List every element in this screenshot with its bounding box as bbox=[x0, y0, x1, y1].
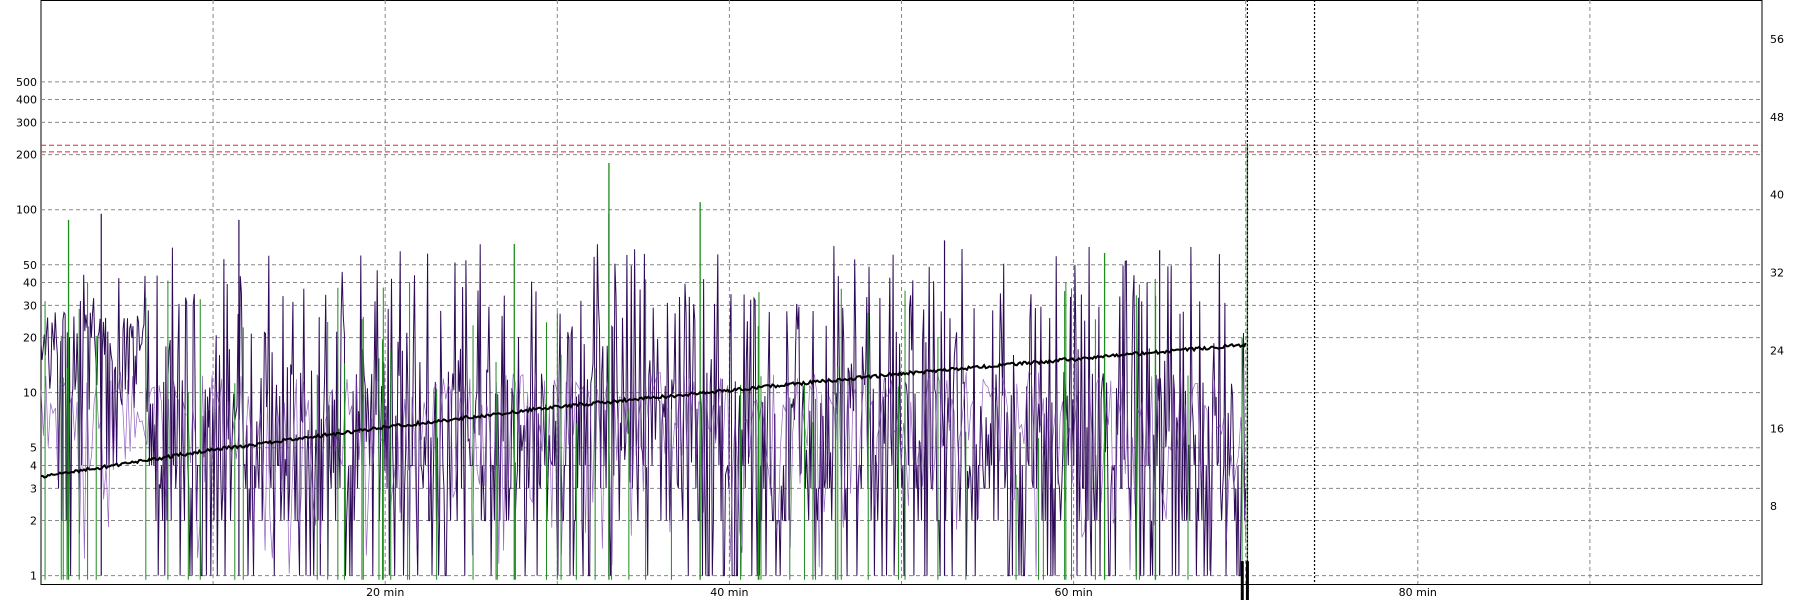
reference-lines-layer bbox=[41, 144, 1762, 153]
y-right-tick-label: 16 bbox=[1770, 422, 1784, 435]
y-left-tick-label: 200 bbox=[16, 149, 37, 162]
y-left-tick-label: 100 bbox=[16, 204, 37, 217]
x-tick-label: 60 min bbox=[1054, 586, 1092, 599]
trend-line bbox=[40, 342, 1247, 479]
series-layer bbox=[40, 143, 1249, 580]
axes-layer: 1 2 3 4 5 10 20 30 40 50 100 200 300 400 500 8 16 24 32 40 4… bbox=[16, 33, 1784, 599]
y-right-tick-label: 8 bbox=[1770, 500, 1777, 513]
y-right-tick-label: 48 bbox=[1770, 111, 1784, 124]
y-left-tick-label: 3 bbox=[30, 482, 37, 495]
y-left-tick-label: 40 bbox=[23, 277, 37, 290]
y-right-tick-label: 32 bbox=[1770, 267, 1784, 280]
y-left-tick-label: 300 bbox=[16, 116, 37, 129]
spike-series-secondary bbox=[40, 371, 1247, 576]
y-right-tick-label: 56 bbox=[1770, 33, 1784, 46]
y-left-tick-label: 1 bbox=[30, 570, 37, 583]
x-tick-label: 20 min bbox=[366, 586, 404, 599]
spike-series-primary bbox=[40, 244, 1247, 577]
y-right-tick-label: 24 bbox=[1770, 344, 1784, 357]
x-tick-label: 40 min bbox=[710, 586, 748, 599]
y-left-tick-label: 4 bbox=[30, 459, 37, 472]
y-right-tick-label: 40 bbox=[1770, 189, 1784, 202]
y-left-tick-label: 10 bbox=[23, 387, 37, 400]
y-left-tick-label: 400 bbox=[16, 94, 37, 107]
y-left-tick-label: 5 bbox=[30, 442, 37, 455]
y-left-tick-label: 2 bbox=[30, 515, 37, 528]
y-left-tick-label: 500 bbox=[16, 76, 37, 89]
y-left-tick-label: 30 bbox=[23, 299, 37, 312]
y-left-tick-label: 50 bbox=[23, 259, 37, 272]
grid-layer bbox=[40, 0, 1763, 585]
plot-frame bbox=[40, 0, 1763, 585]
marker-layer bbox=[1240, 0, 1316, 600]
y-left-tick-label: 20 bbox=[23, 332, 37, 345]
x-tick-label: 80 min bbox=[1399, 586, 1437, 599]
